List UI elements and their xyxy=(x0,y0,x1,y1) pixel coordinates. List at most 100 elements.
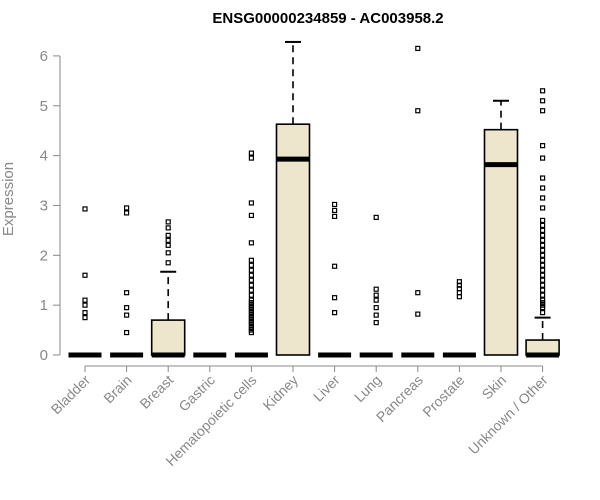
box-bladder xyxy=(68,206,102,358)
y-tick-label: 3 xyxy=(40,197,48,214)
outlier-point xyxy=(539,272,546,278)
outlier-point xyxy=(82,310,88,316)
outlier-point xyxy=(456,279,462,285)
outlier-point xyxy=(539,217,546,224)
outlier-point xyxy=(373,286,379,292)
outlier-point xyxy=(539,227,546,233)
outlier-point xyxy=(539,282,546,288)
y-tick-label: 1 xyxy=(40,297,48,314)
outlier-point xyxy=(373,297,379,303)
outlier-point xyxy=(539,262,546,268)
outlier-point xyxy=(123,305,130,311)
outlier-point xyxy=(332,310,338,316)
outlier-point xyxy=(373,319,379,326)
outlier-point xyxy=(248,267,254,273)
outlier-point xyxy=(539,247,546,253)
outlier-point xyxy=(332,207,338,214)
outlier-point xyxy=(248,297,254,303)
outlier-point xyxy=(123,210,130,216)
chart-title: ENSG00000234859 - AC003958.2 xyxy=(212,10,443,27)
box-body xyxy=(275,123,311,356)
outlier-point xyxy=(539,297,546,303)
y-axis-label: Expression xyxy=(0,162,17,236)
outlier-point xyxy=(165,250,171,256)
box-liver xyxy=(318,201,352,358)
outlier-point xyxy=(539,222,546,228)
outlier-point xyxy=(539,237,546,243)
box-lung xyxy=(359,214,393,358)
x-tick-label: Prostate xyxy=(419,372,467,420)
outlier-point xyxy=(82,297,88,303)
outlier-point xyxy=(539,185,546,191)
x-tick-label: Liver xyxy=(310,372,343,405)
outlier-point xyxy=(332,201,338,208)
outlier-point xyxy=(539,175,546,181)
outlier-point xyxy=(539,98,546,104)
outlier-point xyxy=(165,232,171,238)
outlier-point xyxy=(248,200,254,206)
outlier-point xyxy=(248,272,254,278)
outlier-point xyxy=(539,108,546,114)
box-unknown-other xyxy=(525,88,560,358)
outlier-point xyxy=(165,237,171,243)
x-tick-label: Unknown / Other xyxy=(465,372,551,458)
x-tick-label: Bladder xyxy=(48,372,94,418)
box-pancreas xyxy=(401,45,435,358)
box-breast xyxy=(150,219,186,358)
outlier-point xyxy=(332,263,338,269)
outlier-point xyxy=(539,267,546,273)
box-hematopoietic-cells xyxy=(234,150,268,358)
outlier-point xyxy=(123,329,130,336)
outlier-point xyxy=(248,277,254,283)
box-brain xyxy=(110,205,144,358)
outlier-point xyxy=(165,225,171,231)
outlier-point xyxy=(248,282,254,288)
outlier-point xyxy=(539,155,546,161)
outlier-point xyxy=(539,195,546,201)
outlier-point xyxy=(539,292,546,298)
outlier-point xyxy=(165,242,171,248)
outlier-point xyxy=(373,312,379,318)
outlier-point xyxy=(539,242,546,248)
outlier-point xyxy=(248,262,254,268)
y-axis: 0 1 2 3 4 5 6 xyxy=(40,48,61,364)
outlier-point xyxy=(539,257,546,263)
outlier-point xyxy=(248,292,254,298)
outlier-point xyxy=(539,287,546,293)
y-tick-label: 5 xyxy=(40,98,48,115)
outlier-point xyxy=(82,315,88,321)
outlier-point xyxy=(539,252,546,258)
y-tick-label: 4 xyxy=(40,148,48,165)
y-tick-label: 2 xyxy=(40,247,48,264)
outlier-point xyxy=(82,272,88,278)
outlier-point xyxy=(415,311,421,317)
outlier-point xyxy=(539,232,546,238)
outlier-point xyxy=(248,240,254,246)
plot-area xyxy=(68,40,560,358)
outlier-point xyxy=(539,277,546,283)
outlier-point xyxy=(415,290,421,296)
outlier-point xyxy=(248,287,254,293)
x-tick-label: Kidney xyxy=(260,372,302,414)
box-kidney xyxy=(275,40,311,356)
outlier-point xyxy=(332,295,338,301)
box-skin xyxy=(483,99,519,356)
outlier-point xyxy=(123,205,130,211)
box-body xyxy=(150,319,186,356)
outlier-point xyxy=(539,205,546,211)
outlier-point xyxy=(373,214,379,221)
x-tick-label: Brain xyxy=(100,372,134,406)
outlier-point xyxy=(82,206,88,212)
outlier-point xyxy=(248,150,254,156)
x-tick-label: Skin xyxy=(479,372,510,403)
outlier-point xyxy=(248,155,254,161)
x-tick-label: Breast xyxy=(136,372,176,412)
outlier-point xyxy=(165,219,171,225)
outlier-point xyxy=(373,305,379,311)
outlier-point xyxy=(373,292,379,298)
outlier-point xyxy=(82,302,88,308)
outlier-point xyxy=(539,143,546,149)
outlier-point xyxy=(415,108,421,114)
